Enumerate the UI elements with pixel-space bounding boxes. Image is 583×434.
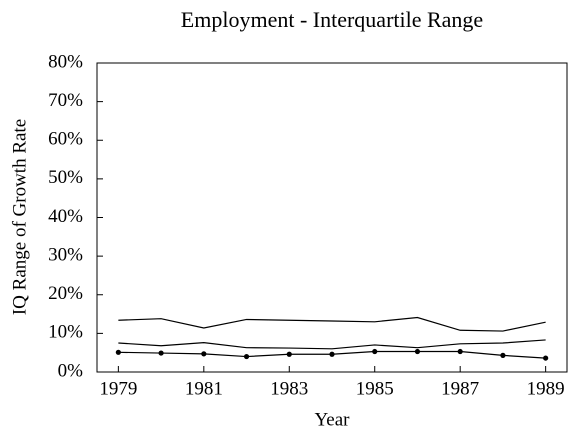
marker <box>457 348 463 355</box>
marker <box>414 348 421 355</box>
y-tick-label: 30% <box>48 244 83 265</box>
marker <box>372 348 378 355</box>
x-tick-label: 1989 <box>527 378 565 399</box>
x-tick-label: 1985 <box>356 378 394 399</box>
y-tick-label: 80% <box>48 51 83 72</box>
chart-title: Employment - Interquartile Range <box>181 7 483 32</box>
y-tick-label: 60% <box>48 129 83 150</box>
y-tick-label: 40% <box>48 206 83 227</box>
marker <box>243 353 250 360</box>
marker <box>158 350 164 356</box>
y-tick-label: 70% <box>48 90 83 111</box>
line <box>118 339 546 350</box>
y-tick-label: 0% <box>58 360 84 381</box>
marker <box>329 351 335 357</box>
marker <box>115 349 121 355</box>
x-tick-label: 1981 <box>185 378 223 399</box>
marker <box>286 351 292 357</box>
x-tick-label: 1979 <box>99 378 137 399</box>
x-axis-label: Year <box>314 409 350 430</box>
marker <box>201 351 207 357</box>
marker <box>500 352 506 358</box>
x-tick-label: 1983 <box>270 378 308 399</box>
y-axis-label: IQ Range of Growth Rate <box>9 119 30 315</box>
x-tick-label: 1987 <box>441 378 479 399</box>
line <box>118 316 546 332</box>
y-tick-label: 20% <box>48 283 83 304</box>
y-tick-label: 50% <box>48 167 83 188</box>
y-tick-label: 10% <box>48 322 83 343</box>
plot-frame <box>96 62 568 373</box>
marker <box>543 355 549 361</box>
